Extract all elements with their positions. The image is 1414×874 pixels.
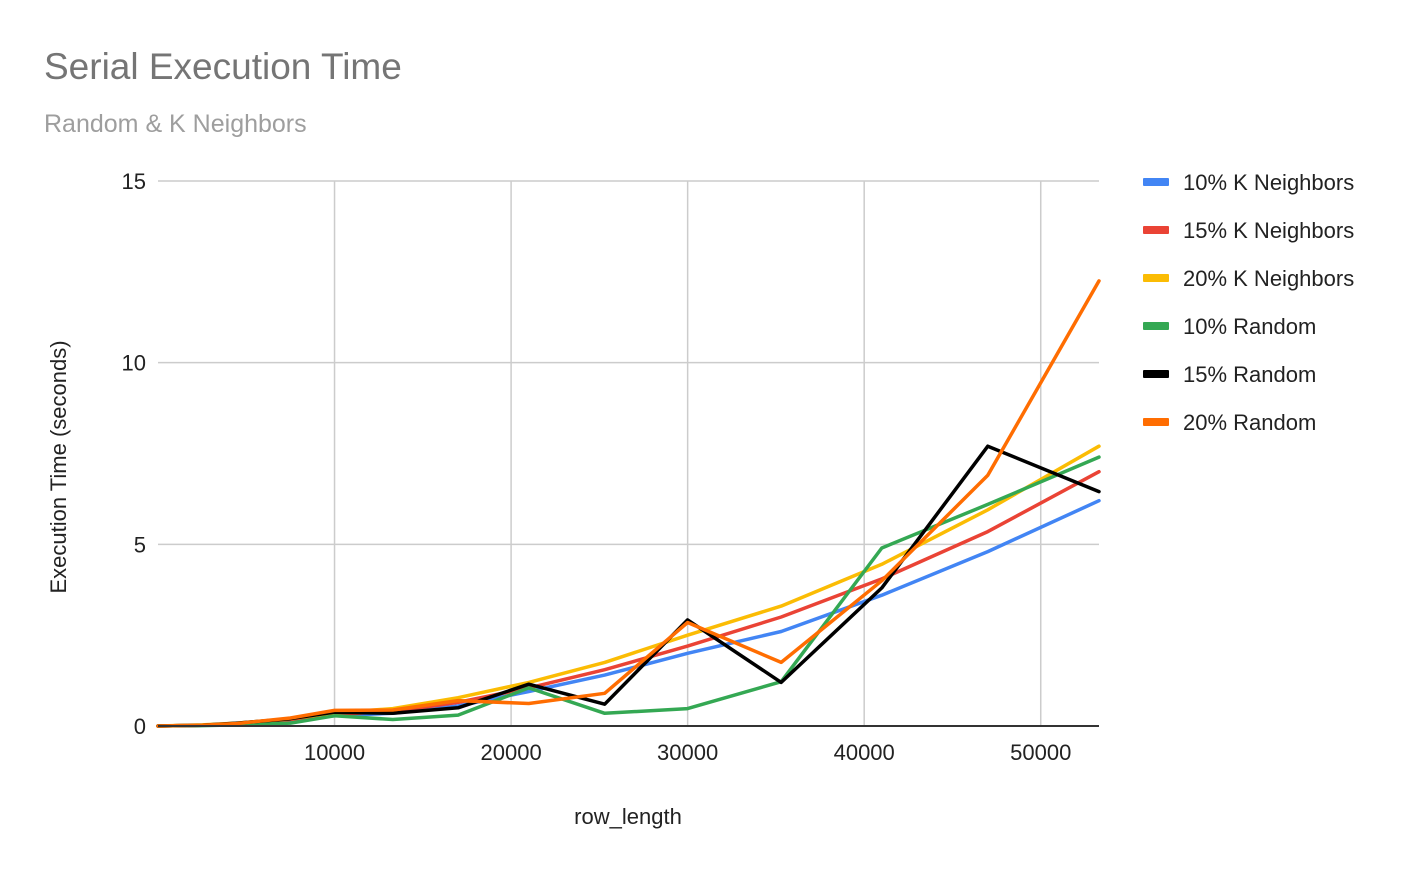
- y-tick-label: 15: [122, 169, 146, 194]
- legend: 10% K Neighbors 15% K Neighbors 20% K Neig…: [1143, 170, 1354, 435]
- x-tick-label: 50000: [1010, 740, 1071, 765]
- legend-swatch: [1143, 370, 1169, 378]
- legend-swatch: [1143, 322, 1169, 330]
- legend-label: 10% Random: [1183, 314, 1316, 339]
- legend-swatch: [1143, 226, 1169, 234]
- series-line-6: [156, 279, 1101, 728]
- chart-subtitle: Random & K Neighbors: [44, 110, 307, 138]
- x-axis-ticks: 10000 20000 30000 40000 50000: [304, 740, 1071, 765]
- legend-swatch: [1143, 418, 1169, 426]
- legend-label: 20% Random: [1183, 410, 1316, 435]
- series-line-1: [156, 498, 1101, 728]
- legend-label: 15% K Neighbors: [1183, 218, 1354, 243]
- y-tick-label: 5: [134, 532, 146, 557]
- series-line-5: [156, 444, 1101, 728]
- series-line-4: [156, 455, 1101, 728]
- x-axis-label: row_length: [574, 804, 682, 829]
- y-tick-label: 0: [134, 714, 146, 739]
- legend-label: 15% Random: [1183, 362, 1316, 387]
- x-tick-label: 10000: [304, 740, 365, 765]
- y-axis-label: Execution Time (seconds): [46, 340, 71, 593]
- x-tick-label: 20000: [481, 740, 542, 765]
- y-tick-label: 10: [122, 351, 146, 376]
- x-tick-label: 30000: [657, 740, 718, 765]
- legend-label: 20% K Neighbors: [1183, 266, 1354, 291]
- series-lines: [156, 279, 1101, 728]
- gridlines: [158, 180, 1099, 726]
- y-axis-ticks: 0 5 10 15: [122, 169, 146, 739]
- x-tick-label: 40000: [834, 740, 895, 765]
- legend-swatch: [1143, 178, 1169, 186]
- series-line-2: [156, 469, 1101, 728]
- legend-swatch: [1143, 274, 1169, 282]
- chart-title: Serial Execution Time: [44, 46, 402, 87]
- legend-label: 10% K Neighbors: [1183, 170, 1354, 195]
